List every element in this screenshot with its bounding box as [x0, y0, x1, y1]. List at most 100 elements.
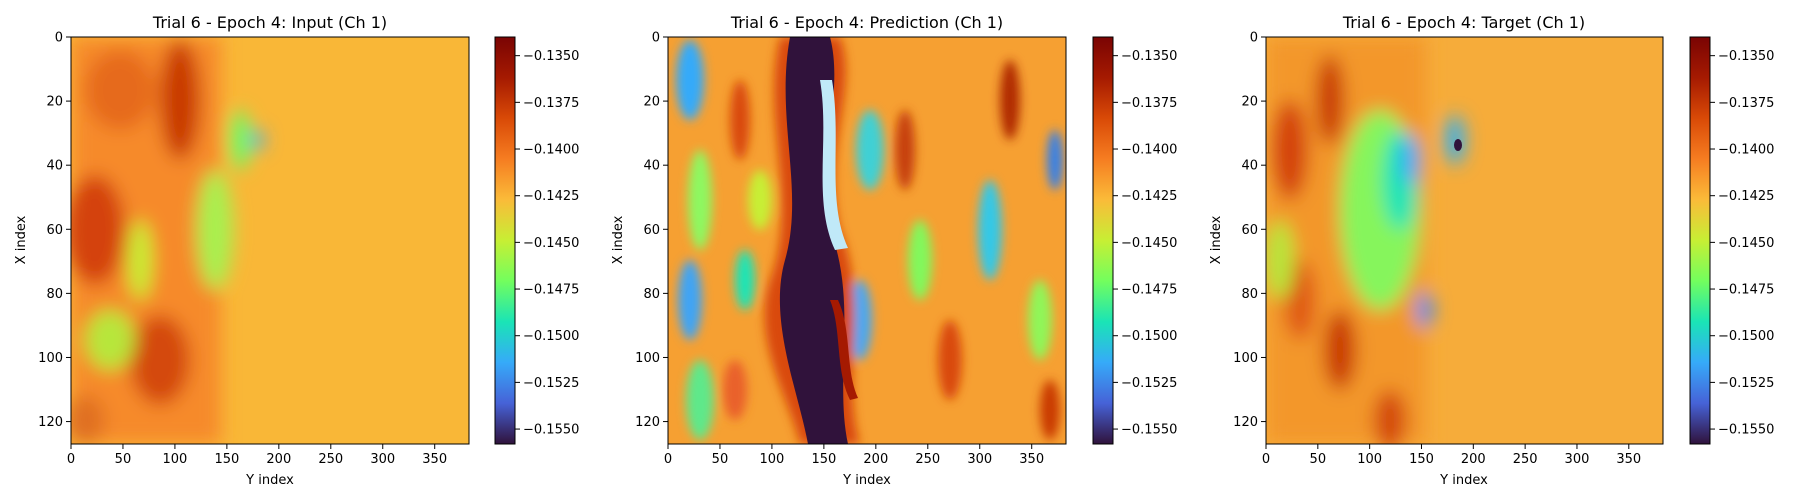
- colorbar-tick-label: −0.1350: [523, 49, 579, 64]
- colorbar-tick-label: −0.1400: [1121, 143, 1177, 158]
- y-tick-label: 20: [643, 95, 660, 110]
- colorbar-ticks-prediction: −0.1350 −0.1375 −0.1400 −0.1425 −0.1450 −0.14…: [1113, 49, 1177, 438]
- x-tick-label: 200: [863, 452, 888, 467]
- x-axis-label-prediction: Y index: [842, 473, 891, 488]
- axes-frame-input: [70, 36, 470, 445]
- heatmap-image-prediction: [668, 37, 1066, 444]
- x-tick-label: 200: [266, 452, 291, 467]
- y-tick-label: 0: [55, 31, 63, 46]
- colorbar-tick-label: −0.1525: [1121, 376, 1177, 391]
- x-tick-label: 150: [811, 452, 836, 467]
- x-tick-label: 300: [967, 452, 992, 467]
- panel-title-prediction: Trial 6 - Epoch 4: Prediction (Ch 1): [730, 13, 1003, 32]
- y-tick-label: 40: [46, 159, 63, 174]
- x-tick-label: 0: [67, 452, 75, 467]
- x-tick-label: 300: [1565, 452, 1590, 467]
- ticks-prediction: 0 50 100 150 200 250 300 350 0 20 40 60 80 100 120: [635, 31, 1044, 468]
- colorbar-tick-label: −0.1450: [523, 236, 579, 251]
- colorbar-tick-label: −0.1550: [1121, 423, 1177, 438]
- panel-title-target: Trial 6 - Epoch 4: Target (Ch 1): [1342, 13, 1585, 32]
- y-tick-label: 80: [1241, 287, 1258, 302]
- x-tick-label: 50: [1310, 452, 1327, 467]
- colorbar-tick-label: −0.1475: [1121, 283, 1177, 298]
- panel-title-input: Trial 6 - Epoch 4: Input (Ch 1): [152, 13, 387, 32]
- y-tick-label: 120: [1233, 415, 1258, 430]
- x-tick-label: 300: [370, 452, 395, 467]
- colorbar-tick-label: −0.1425: [1121, 189, 1177, 204]
- y-tick-label: 40: [643, 159, 660, 174]
- colorbar-tick-label: −0.1450: [1718, 236, 1774, 251]
- y-tick-label: 80: [46, 287, 63, 302]
- y-tick-label: 120: [38, 415, 63, 430]
- colorbar-tick-label: −0.1475: [523, 283, 579, 298]
- y-tick-label: 120: [635, 415, 660, 430]
- colorbar-ticks-input: −0.1350 −0.1375 −0.1400 −0.1425 −0.1450 −0.14…: [515, 49, 579, 438]
- ticks-input: 0 50 100 150 200 250 300 350 0 20 40 60 80 100 120: [38, 31, 447, 468]
- x-tick-label: 50: [712, 452, 729, 467]
- y-tick-label: 100: [38, 351, 63, 366]
- axes-frame-target: [1265, 36, 1664, 445]
- x-tick-label: 150: [1409, 452, 1434, 467]
- panel-target: Trial 6 - Epoch 4: Target (Ch 1) Y index…: [1209, 13, 1774, 488]
- x-tick-label: 350: [1019, 452, 1044, 467]
- y-tick-label: 80: [643, 287, 660, 302]
- y-axis-label-prediction: X index: [611, 215, 626, 264]
- panel-prediction: Trial 6 - Epoch 4: Prediction (Ch 1) Y i…: [611, 13, 1177, 488]
- colorbar-input: [494, 36, 516, 445]
- x-tick-label: 100: [760, 452, 785, 467]
- colorbar-ticks-target: −0.1350 −0.1375 −0.1400 −0.1425 −0.1450 −0.14…: [1710, 49, 1774, 438]
- colorbar-tick-label: −0.1400: [1718, 143, 1774, 158]
- colorbar-tick-label: −0.1475: [1718, 283, 1774, 298]
- colorbar-tick-label: −0.1425: [523, 189, 579, 204]
- y-axis-label-target: X index: [1209, 215, 1224, 264]
- colorbar-tick-label: −0.1525: [1718, 376, 1774, 391]
- x-tick-label: 350: [422, 452, 447, 467]
- x-tick-label: 250: [915, 452, 940, 467]
- colorbar-target: [1689, 36, 1711, 445]
- colorbar-tick-label: −0.1550: [1718, 423, 1774, 438]
- x-tick-label: 200: [1461, 452, 1486, 467]
- x-tick-label: 50: [115, 452, 132, 467]
- x-tick-label: 0: [664, 452, 672, 467]
- y-tick-label: 60: [643, 223, 660, 238]
- colorbar-tick-label: −0.1350: [1718, 49, 1774, 64]
- y-tick-label: 20: [46, 95, 63, 110]
- colorbar-prediction: [1092, 36, 1114, 445]
- x-tick-label: 150: [214, 452, 239, 467]
- y-tick-label: 60: [1241, 223, 1258, 238]
- y-tick-label: 60: [46, 223, 63, 238]
- panel-input: Trial 6 - Epoch 4: Input (Ch 1) Y index …: [14, 13, 579, 488]
- x-tick-label: 100: [163, 452, 188, 467]
- colorbar-tick-label: −0.1500: [523, 329, 579, 344]
- colorbar-tick-label: −0.1525: [523, 376, 579, 391]
- colorbar-tick-label: −0.1550: [523, 423, 579, 438]
- y-axis-label-input: X index: [14, 215, 29, 264]
- colorbar-tick-label: −0.1375: [1121, 96, 1177, 111]
- x-tick-label: 0: [1262, 452, 1270, 467]
- colorbar-tick-label: −0.1375: [523, 96, 579, 111]
- axes-frame-prediction: [667, 36, 1067, 445]
- colorbar-tick-label: −0.1450: [1121, 236, 1177, 251]
- x-tick-label: 350: [1616, 452, 1641, 467]
- colorbar-tick-label: −0.1350: [1121, 49, 1177, 64]
- heatmap-image-target: [1266, 37, 1663, 444]
- x-tick-label: 100: [1357, 452, 1382, 467]
- colorbar-tick-label: −0.1400: [523, 143, 579, 158]
- x-tick-label: 250: [318, 452, 343, 467]
- x-axis-label-input: Y index: [245, 473, 294, 488]
- y-tick-label: 100: [1233, 351, 1258, 366]
- y-tick-label: 0: [1250, 31, 1258, 46]
- colorbar-tick-label: −0.1425: [1718, 189, 1774, 204]
- colorbar-tick-label: −0.1500: [1121, 329, 1177, 344]
- ticks-target: 0 50 100 150 200 250 300 350 0 20 40 60 80 100 120: [1233, 31, 1641, 468]
- heatmap-image-input: [71, 37, 469, 444]
- y-tick-label: 40: [1241, 159, 1258, 174]
- y-tick-label: 100: [635, 351, 660, 366]
- x-axis-label-target: Y index: [1439, 473, 1488, 488]
- x-tick-label: 250: [1513, 452, 1538, 467]
- y-tick-label: 0: [652, 31, 660, 46]
- y-tick-label: 20: [1241, 95, 1258, 110]
- colorbar-tick-label: −0.1500: [1718, 329, 1774, 344]
- colorbar-tick-label: −0.1375: [1718, 96, 1774, 111]
